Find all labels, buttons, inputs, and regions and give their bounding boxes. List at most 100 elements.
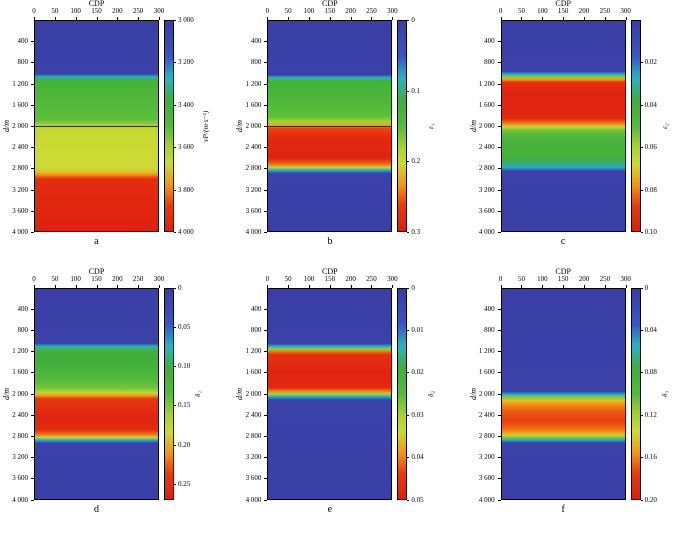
y-tick-label: 2 400 bbox=[478, 410, 495, 419]
y-tick-mark bbox=[31, 499, 34, 501]
colorbar-title: ε₂ bbox=[659, 123, 669, 129]
x-tick-label: 100 bbox=[537, 274, 548, 283]
colorbar-title: δ₂ bbox=[426, 390, 436, 397]
x-tick-label: 250 bbox=[366, 274, 377, 283]
y-tick-mark bbox=[31, 435, 34, 437]
colorbar-tick-mark bbox=[407, 457, 410, 459]
colorbar-tick-label: 0.04 bbox=[644, 100, 657, 109]
x-tick-mark bbox=[625, 284, 627, 288]
x-tick-mark bbox=[267, 17, 269, 20]
x-axis-title: CDP bbox=[88, 266, 105, 276]
y-axis-ticks: 400 800 1 200 1 600 2 000 2 400 2 800 3 200 3 60… bbox=[467, 288, 501, 504]
heatmap-panel: CDP 0 50 100 150 200 250 300 d/m 400 800 1 200 1 … bbox=[0, 266, 233, 535]
panel-letter: b bbox=[327, 236, 333, 247]
colorbar-tick-mark bbox=[174, 104, 176, 106]
y-tick-label: 2 400 bbox=[245, 143, 262, 152]
x-tick-mark bbox=[371, 284, 373, 288]
y-tick-mark bbox=[264, 83, 268, 85]
y-tick-mark bbox=[497, 435, 501, 437]
y-tick-label: 1 600 bbox=[12, 100, 28, 109]
y-tick-label: 4 000 bbox=[478, 495, 495, 504]
x-tick-label: 100 bbox=[70, 7, 81, 15]
y-tick-mark bbox=[31, 168, 34, 170]
colorbar-tick-label: 0 bbox=[178, 283, 182, 292]
x-tick-mark bbox=[288, 17, 290, 20]
x-tick-label: 0 bbox=[265, 274, 270, 283]
y-tick-mark bbox=[31, 457, 34, 459]
y-tick-label: 1 200 bbox=[478, 79, 495, 88]
x-tick-mark bbox=[54, 284, 56, 288]
y-tick-mark bbox=[264, 329, 268, 331]
x-tick-label: 300 bbox=[620, 7, 631, 15]
colorbar-tick-label: 0.20 bbox=[178, 440, 191, 449]
y-tick-label: 3 200 bbox=[12, 453, 28, 462]
colorbar-tick-label: 0.10 bbox=[644, 228, 657, 236]
colorbar-tick-label: 0.01 bbox=[411, 325, 424, 334]
x-tick-label: 200 bbox=[578, 7, 590, 15]
colorbar-gradient bbox=[630, 287, 641, 500]
y-tick-mark bbox=[264, 126, 268, 127]
heatmap-panel: CDP 0 50 100 150 200 250 300 d/m 400 800 1 200 1 … bbox=[467, 267, 700, 535]
colorbar-tick-mark bbox=[174, 483, 176, 485]
x-tick-label: 150 bbox=[91, 274, 102, 283]
y-tick-mark bbox=[264, 351, 268, 353]
y-tick-mark bbox=[31, 104, 34, 106]
colorbar-tick-mark bbox=[174, 444, 176, 446]
heatmap-plot bbox=[34, 287, 159, 500]
colorbar-tick-label: 0.25 bbox=[178, 479, 191, 488]
y-tick-label: 3 600 bbox=[245, 474, 262, 483]
y-tick-mark bbox=[497, 499, 501, 501]
y-tick-label: 3 200 bbox=[12, 185, 28, 194]
y-tick-mark bbox=[31, 189, 34, 191]
x-tick-label: 200 bbox=[112, 7, 123, 15]
x-tick-mark bbox=[392, 284, 394, 288]
colorbar-tick-label: 3 200 bbox=[178, 58, 194, 67]
x-tick-mark bbox=[267, 284, 269, 288]
panel-letter: a bbox=[94, 236, 99, 247]
y-tick-label: 800 bbox=[17, 325, 29, 334]
colorbar: 0.02 0.04 0.06 0.08 0.10 bbox=[630, 20, 661, 236]
x-tick-label: 150 bbox=[324, 7, 336, 15]
colorbar-tick-mark bbox=[640, 189, 643, 191]
y-tick-mark bbox=[264, 435, 268, 437]
y-tick-mark bbox=[31, 62, 34, 64]
colorbar-tick-mark bbox=[174, 326, 176, 328]
y-tick-mark bbox=[497, 83, 501, 85]
colorbar-tick-mark bbox=[407, 499, 410, 501]
colorbar-tick-mark bbox=[174, 147, 176, 149]
x-tick-mark bbox=[563, 17, 565, 20]
y-tick-label: 2 000 bbox=[478, 389, 495, 398]
x-tick-mark bbox=[542, 17, 544, 20]
colorbar-tick-label: 0.15 bbox=[178, 401, 191, 410]
heatmap-panel: CDP 0 50 100 150 200 250 300 d/m 400 800 1 200 1 … bbox=[233, 267, 466, 535]
y-tick-label: 2 400 bbox=[245, 410, 262, 419]
colorbar-gradient bbox=[164, 287, 174, 500]
colorbar-tick-mark bbox=[407, 20, 410, 21]
y-tick-mark bbox=[497, 308, 501, 310]
x-tick-label: 50 bbox=[517, 274, 525, 283]
x-axis-ticks: 0 50 100 150 200 250 300 bbox=[499, 7, 631, 20]
y-tick-mark bbox=[497, 329, 501, 331]
heatmap-panel: CDP 0 50 100 150 200 250 300 d/m 400 800 1 200 1 … bbox=[467, 0, 700, 268]
x-tick-label: 50 bbox=[284, 274, 292, 283]
x-tick-mark bbox=[75, 17, 77, 20]
y-tick-mark bbox=[31, 41, 34, 43]
colorbar-tick-label: 3 000 bbox=[178, 16, 194, 24]
x-axis-title: CDP bbox=[555, 0, 571, 8]
colorbar: 0 0.04 0.08 0.12 0.16 0.20 bbox=[630, 284, 661, 504]
colorbar-tick-label: 0.12 bbox=[644, 410, 657, 419]
y-tick-mark bbox=[264, 168, 268, 170]
x-tick-label: 200 bbox=[112, 274, 123, 283]
y-axis-ticks: 400 800 1 200 1 600 2 000 2 400 2 800 3 200 3 60… bbox=[0, 288, 34, 504]
heatmap-plot bbox=[267, 20, 393, 232]
y-tick-mark bbox=[264, 372, 268, 374]
y-tick-label: 1 600 bbox=[245, 368, 262, 377]
colorbar-tick-mark bbox=[640, 287, 643, 289]
y-tick-mark bbox=[497, 104, 501, 106]
x-tick-mark bbox=[54, 17, 56, 20]
y-tick-mark bbox=[497, 168, 501, 170]
colorbar-tick-mark bbox=[174, 287, 176, 289]
x-tick-label: 250 bbox=[599, 7, 611, 15]
y-tick-label: 2 800 bbox=[12, 164, 28, 173]
y-tick-mark bbox=[497, 414, 501, 416]
